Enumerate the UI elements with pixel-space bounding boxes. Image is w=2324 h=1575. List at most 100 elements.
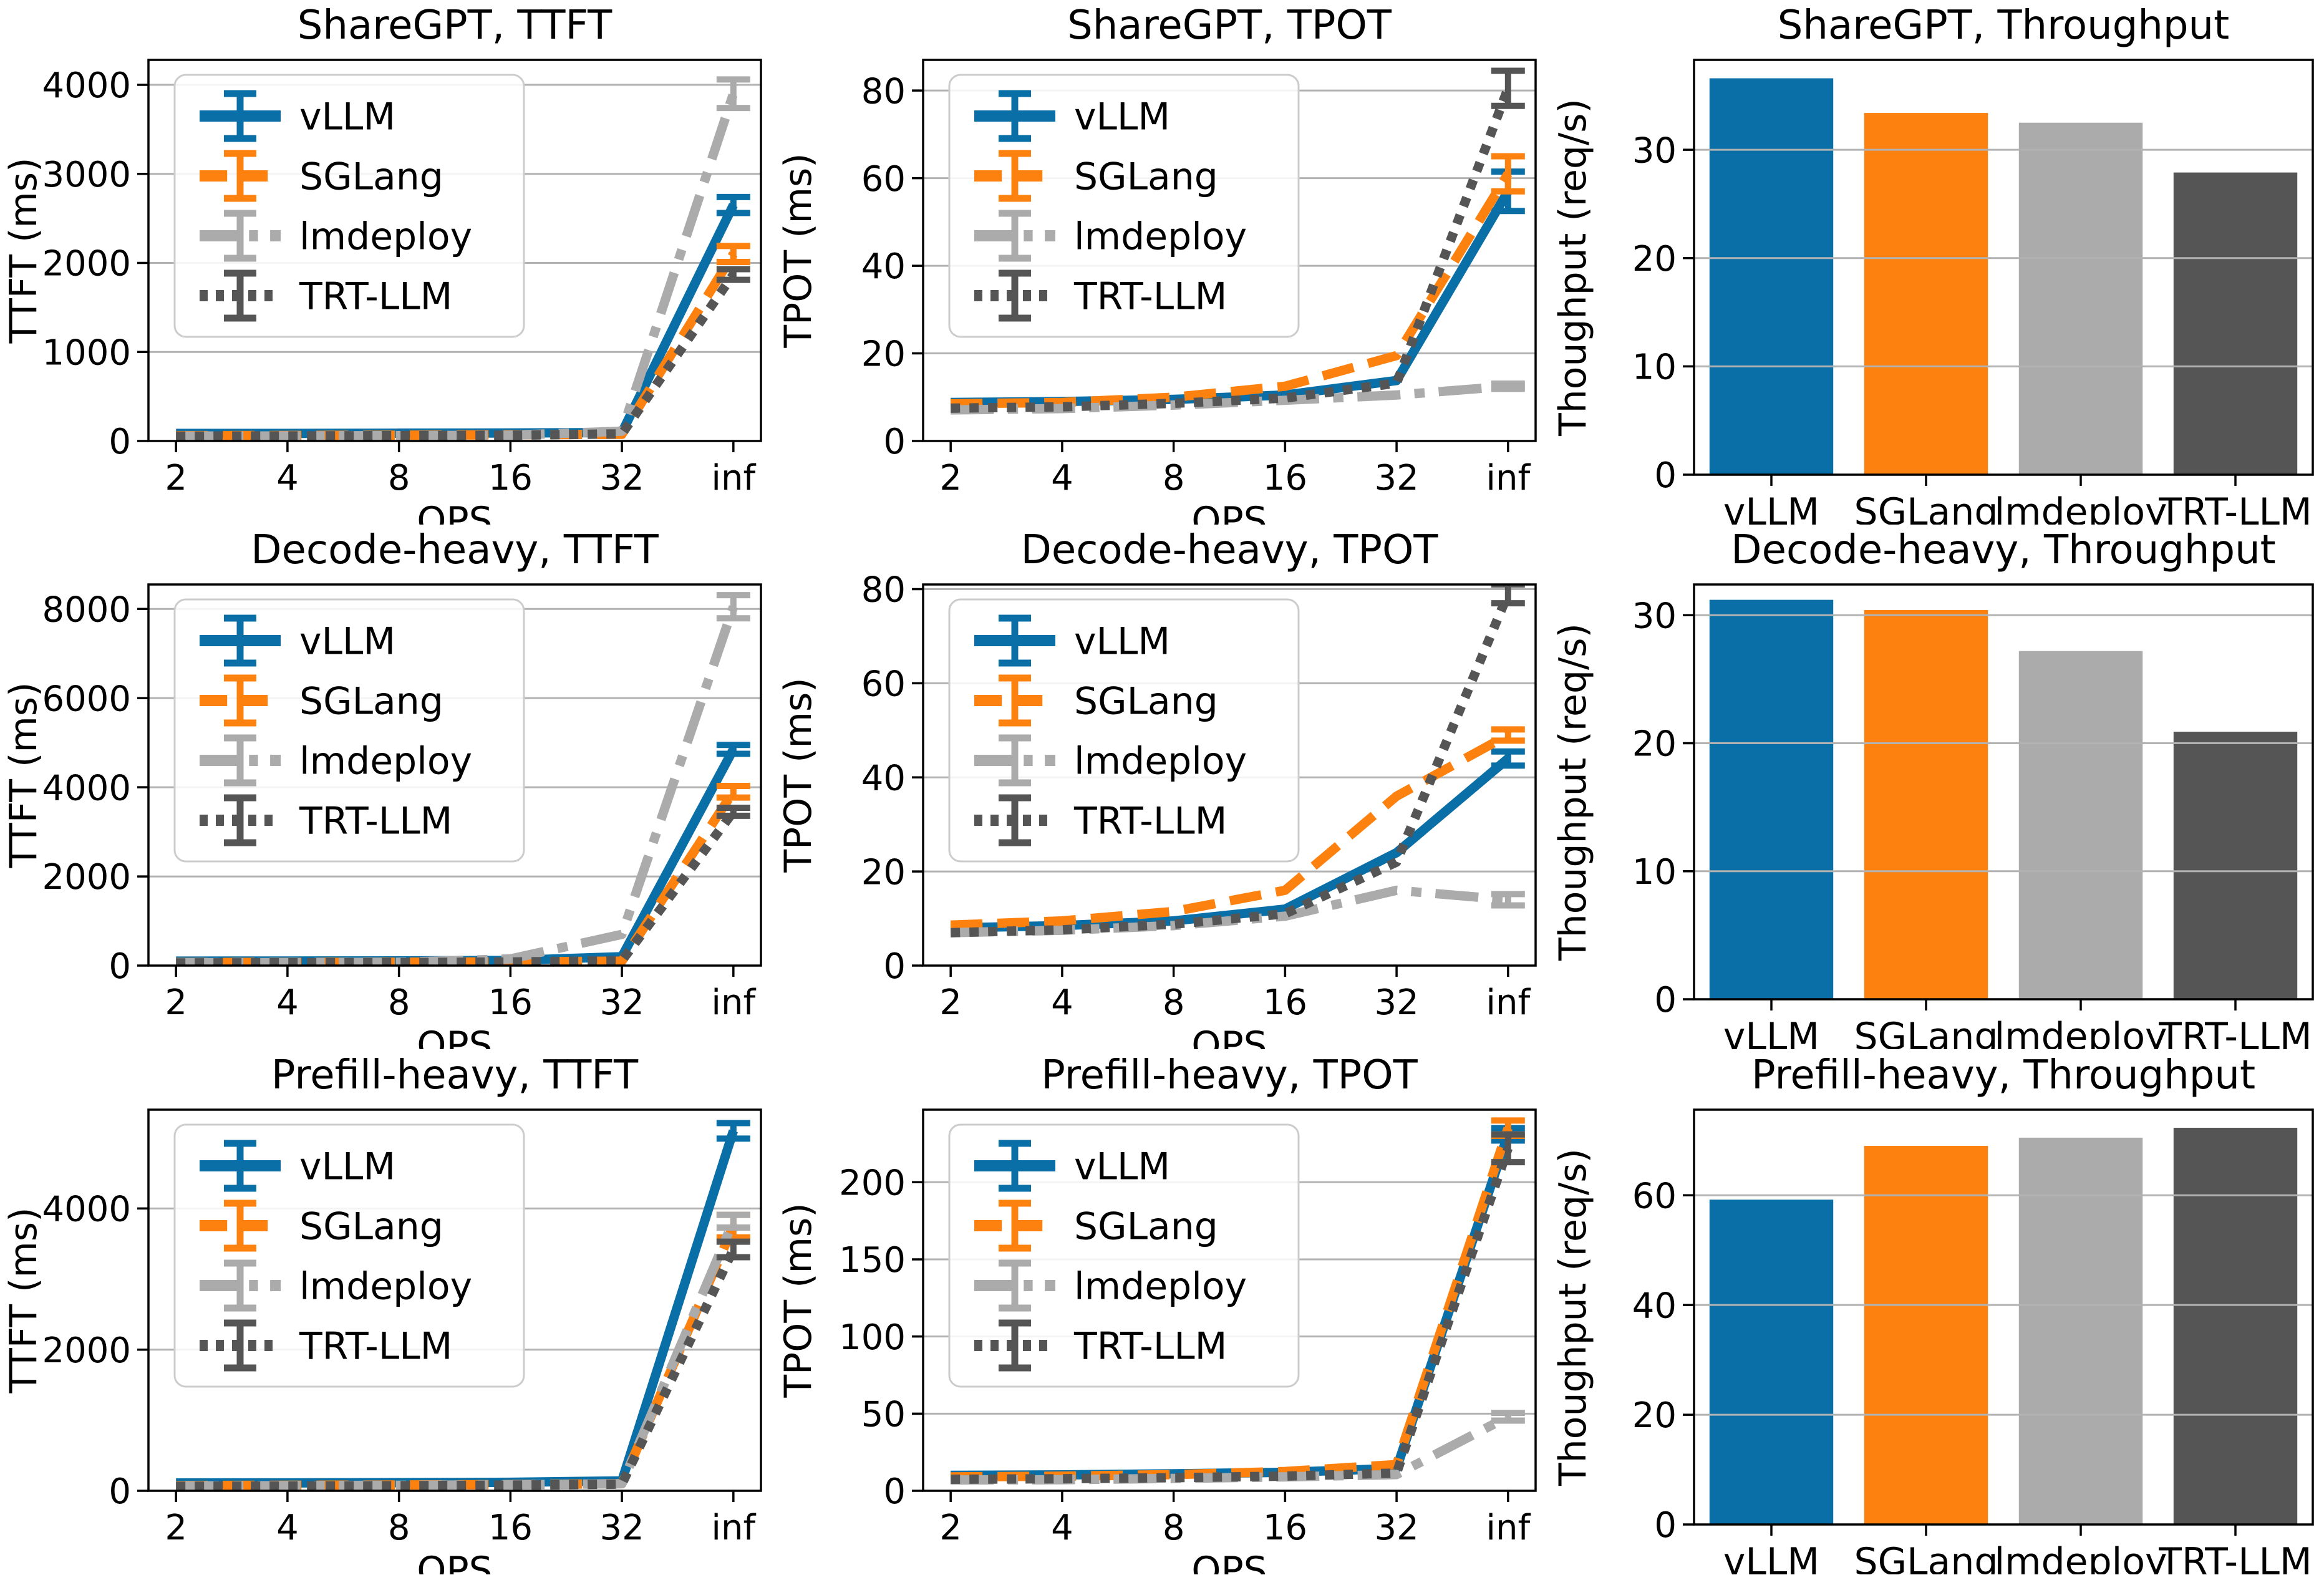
legend-item-lmdeploy: lmdeploy xyxy=(974,734,1247,787)
x-tick-label: 16 xyxy=(1263,1508,1307,1548)
legend-item-TRT-LLM: TRT-LLM xyxy=(200,794,452,846)
y-axis-label: TPOT (ms) xyxy=(777,1203,820,1398)
bars-group xyxy=(1709,78,2298,475)
y-tick-label: 10 xyxy=(1632,852,1677,893)
x-axis-label: QPS xyxy=(417,1024,493,1049)
x-tick-label: 4 xyxy=(1051,982,1073,1023)
series-line xyxy=(951,592,1513,938)
legend-label: SGLang xyxy=(1074,680,1218,724)
legend-label: lmdeploy xyxy=(299,1265,472,1309)
y-axis-label: TTFT (ms) xyxy=(2,682,46,869)
series-line xyxy=(176,251,738,440)
x-tick-label: 4 xyxy=(276,1508,299,1548)
y-tick-label: 0 xyxy=(109,1471,131,1512)
y-tick-label: 60 xyxy=(861,664,906,705)
bar-TRT-LLM xyxy=(2173,1128,2298,1524)
y-axis-label: TPOT (ms) xyxy=(777,677,820,873)
sharegpt-throughput-svg: ShareGPT, Throughput 0 10 20 30 vLLM SGLanglmd… xyxy=(1549,0,2324,525)
legend: vLLM SGLang lmdeploy TRT-LLM xyxy=(173,598,525,863)
x-tick-label: 16 xyxy=(488,982,533,1023)
legend-box xyxy=(173,74,525,338)
y-tick-label: 60 xyxy=(861,159,906,200)
legend-item-SGLang: SGLang xyxy=(974,674,1218,727)
legend-label: lmdeploy xyxy=(299,215,472,259)
series-lmdeploy xyxy=(176,592,750,966)
legend-label: vLLM xyxy=(299,620,395,664)
series-line xyxy=(951,381,1509,415)
series-vLLM xyxy=(951,748,1525,933)
y-axis-label: TTFT (ms) xyxy=(2,1208,46,1394)
legend-box xyxy=(948,1123,1300,1388)
bar-TRT-LLM xyxy=(2173,172,2298,475)
legend-item-TRT-LLM: TRT-LLM xyxy=(974,1319,1227,1372)
chart-sharegpt-ttft: ShareGPT, TTFT 0 1000 2000 3000 4000 2 4 8 16 32 in… xyxy=(0,0,775,525)
legend-item-TRT-LLM: TRT-LLM xyxy=(974,794,1227,846)
series-SGLang xyxy=(950,726,1525,930)
chart-title: ShareGPT, TTFT xyxy=(298,2,612,49)
x-tick-label: 32 xyxy=(599,458,644,498)
legend-label: vLLM xyxy=(1074,1145,1170,1189)
x-category-label: vLLM xyxy=(1723,1540,1819,1574)
bar-lmdeploy xyxy=(2018,651,2143,999)
plot-border xyxy=(922,59,1537,442)
legend-label: TRT-LLM xyxy=(299,800,452,843)
legend-item-TRT-LLM: TRT-LLM xyxy=(200,1319,452,1372)
series-line xyxy=(951,1412,1511,1485)
x-tick-label: 16 xyxy=(488,458,533,498)
x-category-label: vLLM xyxy=(1723,490,1819,525)
legend-item-SGLang: SGLang xyxy=(974,150,1218,202)
plot-border xyxy=(147,583,762,967)
bar-TRT-LLM xyxy=(2173,732,2298,999)
x-axis-label: QPS xyxy=(1191,1024,1267,1049)
y-tick-label: 50 xyxy=(861,1394,906,1435)
bar-SGLang xyxy=(1864,610,1988,999)
y-tick-label: 4000 xyxy=(42,768,131,808)
legend-label: TRT-LLM xyxy=(1073,800,1227,843)
x-tick-label: 32 xyxy=(1374,458,1418,498)
plot-border xyxy=(922,1108,1537,1492)
legend-item-lmdeploy: lmdeploy xyxy=(200,1259,472,1312)
x-axis-label: QPS xyxy=(1191,499,1267,525)
legend-label: vLLM xyxy=(1074,95,1170,139)
prefill-heavy-ttft-svg: Prefill-heavy, TTFT 0 2000 4000 2 4 8 16 32 inf QP… xyxy=(0,1050,775,1574)
y-tick-label: 8000 xyxy=(42,589,131,630)
decode-heavy-ttft-svg: Decode-heavy, TTFT 0 2000 4000 6000 8000 2 4 8 16… xyxy=(0,525,775,1049)
x-category-label: TRT-LLM xyxy=(2158,1015,2312,1049)
x-tick-label: 32 xyxy=(1374,982,1418,1023)
series-line xyxy=(951,755,1511,933)
legend-label: lmdeploy xyxy=(1074,1265,1247,1309)
x-tick-label: 8 xyxy=(1163,982,1185,1023)
series-SGLang xyxy=(176,243,750,440)
legend-label: SGLang xyxy=(1074,155,1218,199)
y-tick-label: 0 xyxy=(883,422,906,462)
legend: vLLM SGLang lmdeploy TRT-LLM xyxy=(948,74,1300,338)
legend-box xyxy=(948,598,1300,863)
y-tick-label: 30 xyxy=(1632,130,1677,171)
x-tick-label: 2 xyxy=(939,458,962,498)
y-tick-label: 20 xyxy=(1632,724,1677,765)
legend-item-lmdeploy: lmdeploy xyxy=(974,1259,1247,1312)
y-tick-label: 10 xyxy=(1632,347,1677,388)
bar-lmdeploy xyxy=(2018,122,2143,475)
x-tick-label: 32 xyxy=(599,1508,644,1548)
y-tick-label: 40 xyxy=(1632,1286,1677,1326)
legend-item-vLLM: vLLM xyxy=(974,1140,1170,1192)
bar-vLLM xyxy=(1709,78,1834,475)
series-line xyxy=(176,605,738,966)
chart-title: Decode-heavy, TTFT xyxy=(251,527,659,573)
series-group xyxy=(950,584,1525,938)
legend-label: TRT-LLM xyxy=(299,1325,452,1369)
x-tick-label: 4 xyxy=(1051,1508,1073,1548)
y-tick-label: 200 xyxy=(839,1163,906,1203)
y-tick-label: 6000 xyxy=(42,679,131,719)
x-tick-label: 4 xyxy=(276,982,299,1023)
x-category-label: TRT-LLM xyxy=(2158,1540,2312,1574)
legend-label: SGLang xyxy=(1074,1205,1218,1249)
legend-item-TRT-LLM: TRT-LLM xyxy=(974,269,1227,322)
y-axis-label: TTFT (ms) xyxy=(2,158,46,344)
x-tick-label: 16 xyxy=(488,1508,533,1548)
series-line xyxy=(951,885,1509,938)
series-TRT-LLM xyxy=(176,805,750,966)
grid-lines xyxy=(1694,148,2313,367)
